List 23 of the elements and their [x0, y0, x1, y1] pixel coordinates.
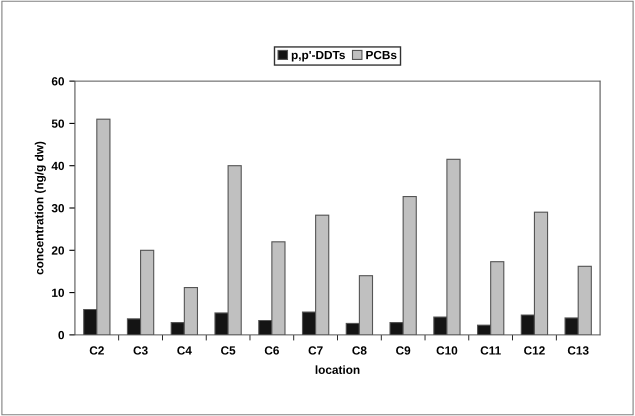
y-tick-label: 0 — [58, 330, 64, 340]
y-tick-label: 50 — [52, 119, 64, 128]
y-tick-label: 60 — [52, 77, 64, 86]
x-tick-label: C8 — [352, 346, 367, 355]
x-tick-label: C9 — [396, 346, 410, 355]
y-tick-label: 20 — [52, 246, 64, 255]
y-tick-label: 10 — [52, 288, 64, 297]
x-tick-label: C12 — [524, 346, 545, 355]
x-tick-label: C10 — [436, 346, 458, 355]
x-tick-label: C6 — [264, 346, 279, 355]
y-tick-label: 30 — [52, 204, 64, 212]
x-tick-label: C2 — [90, 346, 104, 355]
x-tick-label: C3 — [134, 346, 148, 355]
legend-label: p,p'-DDTs — [292, 50, 345, 62]
x-tick-label: C4 — [177, 346, 192, 355]
x-axis-title: location — [316, 365, 360, 374]
legend-label: PCBs — [366, 50, 396, 60]
x-tick-label: C5 — [221, 346, 236, 355]
y-tick-label: 40 — [52, 162, 64, 170]
y-axis-title: concentration (ng/g dw) — [34, 142, 46, 274]
x-tick-label: C13 — [568, 346, 589, 355]
x-tick-label: C7 — [308, 346, 323, 355]
x-tick-label: C11 — [480, 346, 501, 355]
